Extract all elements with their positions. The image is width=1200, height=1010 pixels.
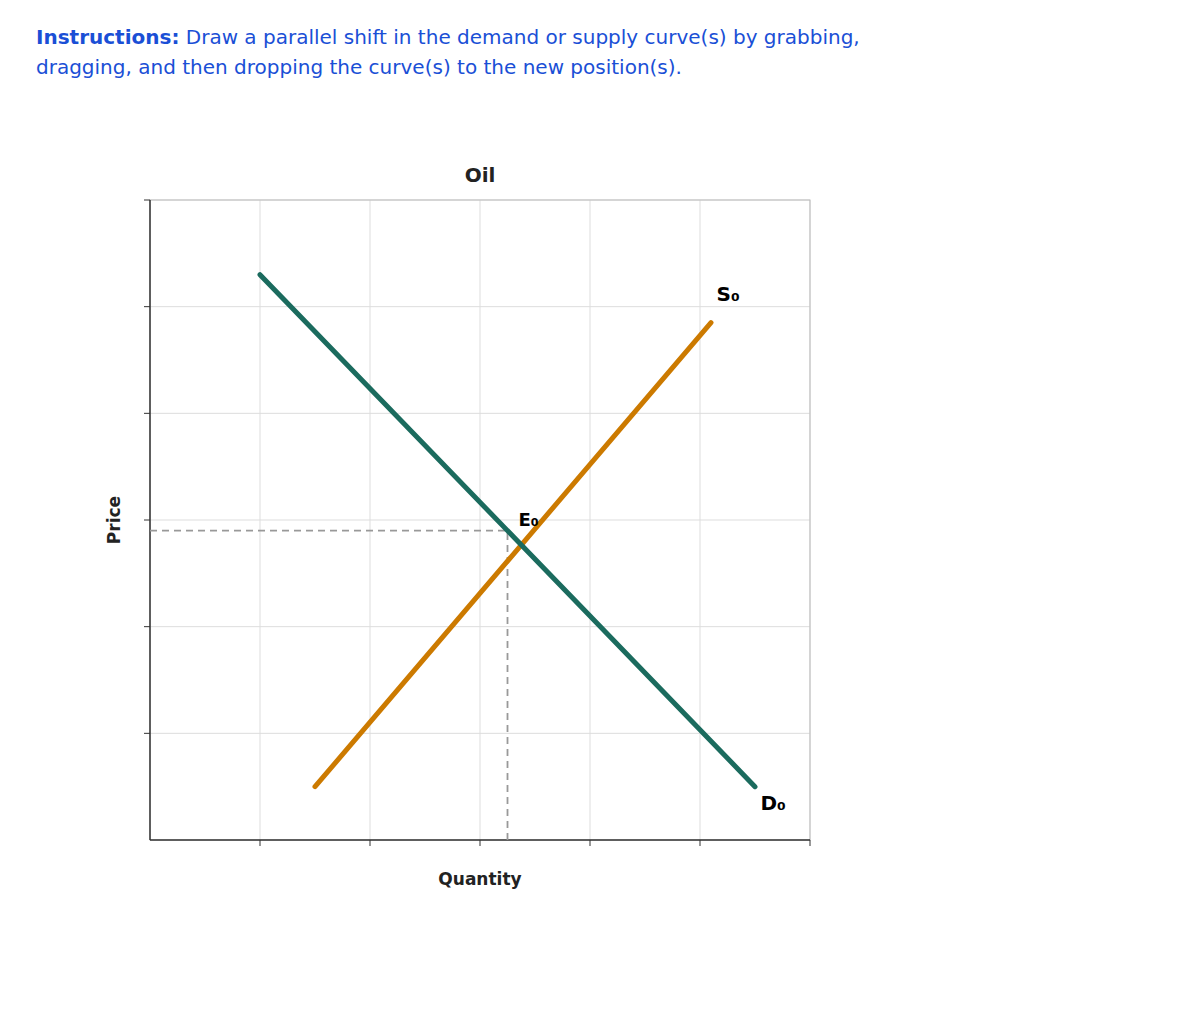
y-tick bbox=[144, 306, 150, 307]
curve-label: S₀ bbox=[717, 282, 740, 306]
grid-line bbox=[150, 520, 810, 521]
marks bbox=[150, 275, 755, 840]
instructions: Instructions: Draw a parallel shift in t… bbox=[36, 25, 860, 49]
y-tick bbox=[144, 520, 150, 521]
x-tick bbox=[700, 840, 701, 846]
title: Oil bbox=[465, 163, 496, 187]
plot-frame bbox=[150, 200, 810, 840]
x-axis-label: Quantity bbox=[438, 869, 521, 889]
y-tick bbox=[144, 733, 150, 734]
chart: Instructions: Draw a parallel shift in t… bbox=[0, 0, 1200, 1010]
grid-line bbox=[150, 306, 810, 307]
x-tick bbox=[260, 840, 261, 846]
equilibrium-price-line bbox=[150, 530, 508, 532]
curve-label: D₀ bbox=[761, 791, 786, 815]
equilibrium-label: E₀ bbox=[519, 509, 539, 530]
grid-line bbox=[150, 733, 810, 734]
x-tick bbox=[590, 840, 591, 846]
instructions-line: Draw a parallel shift in the demand or s… bbox=[179, 25, 859, 49]
grid-line bbox=[150, 626, 810, 627]
grid-line bbox=[150, 413, 810, 414]
equilibrium-quantity-line bbox=[507, 531, 509, 840]
plot-area bbox=[150, 200, 810, 840]
y-tick bbox=[144, 413, 150, 414]
grid bbox=[150, 200, 810, 840]
instructions-heading: Instructions: bbox=[36, 25, 179, 49]
y-tick bbox=[144, 626, 150, 627]
x-tick bbox=[480, 840, 481, 846]
x-tick bbox=[810, 840, 811, 846]
x-tick bbox=[370, 840, 371, 846]
y-axis-label: Price bbox=[104, 496, 124, 544]
instructions-line: dragging, and then dropping the curve(s)… bbox=[36, 55, 682, 79]
y-tick bbox=[144, 200, 150, 201]
curve bbox=[260, 275, 755, 787]
